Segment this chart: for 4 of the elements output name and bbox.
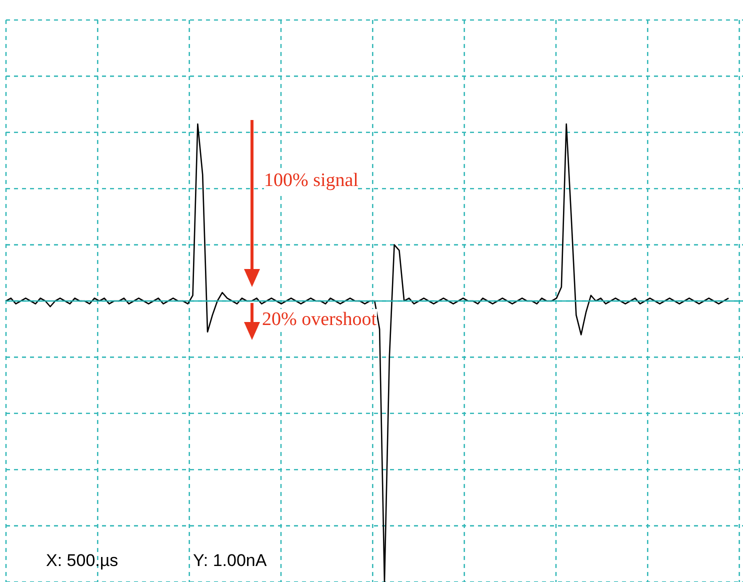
annotation: X: 500.µs bbox=[46, 551, 118, 571]
annotation: 100% signal bbox=[264, 170, 358, 192]
annotation: Y: 1.00nA bbox=[193, 551, 267, 571]
annotation: 20% overshoot bbox=[262, 309, 377, 331]
